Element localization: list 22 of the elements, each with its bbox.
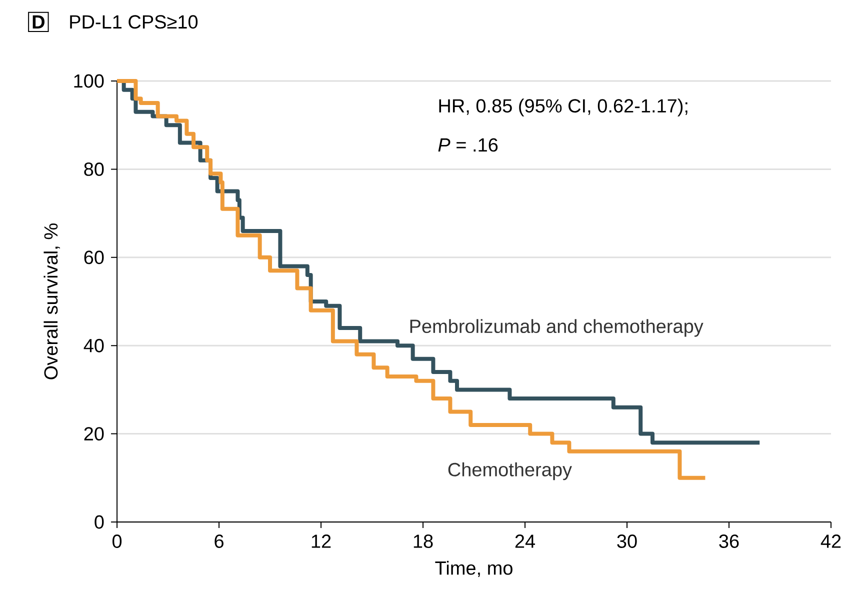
annotation: HR, 0.85 (95% CI, 0.62-1.17); — [439, 98, 688, 116]
y-tick-label: 40 — [84, 338, 104, 352]
y-axis-title: Overall survival, % — [44, 224, 60, 380]
x-tick-label: 24 — [515, 534, 536, 548]
x-tick-label: 0 — [112, 534, 122, 548]
y-tick-label: 60 — [84, 250, 104, 264]
text: D — [32, 15, 44, 28]
chart-title: PD-L1 CPS≥10 — [70, 15, 198, 29]
y-tick-label: 20 — [84, 427, 104, 441]
x-tick-label: 42 — [820, 534, 841, 548]
x-tick-label: 18 — [414, 534, 433, 548]
y-tick-label: 0 — [94, 515, 104, 529]
y-tick-label: 100 — [74, 74, 104, 88]
x-tick-label: 12 — [312, 534, 331, 548]
annotation: P = .16 — [438, 138, 498, 152]
series-label: Pembrolizumab and chemotherapy — [410, 319, 704, 337]
x-tick-label: 30 — [617, 534, 637, 548]
y-tick-label: 80 — [84, 162, 104, 176]
x-tick-label: 6 — [214, 534, 224, 548]
series-label: Chemotherapy — [448, 462, 572, 480]
x-axis-title: Time, mo — [435, 560, 512, 578]
x-tick-label: 36 — [719, 534, 739, 548]
